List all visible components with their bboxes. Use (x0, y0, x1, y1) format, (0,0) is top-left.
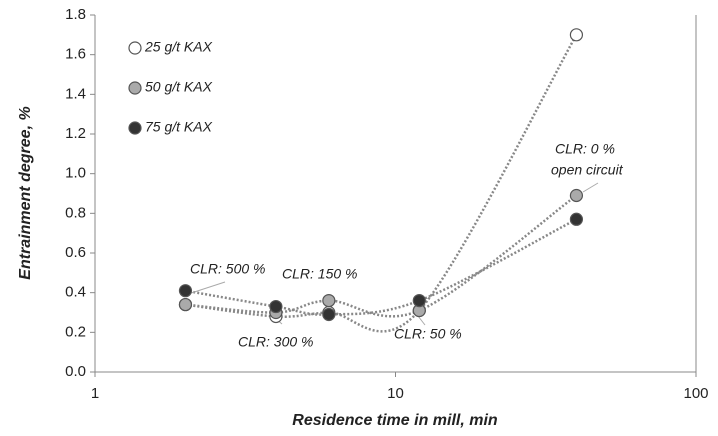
y-tick-label: 0.8 (65, 204, 86, 221)
legend-label: 75 g/t KAX (145, 119, 213, 135)
annotation: CLR: 500 % (190, 261, 265, 277)
data-point (178, 297, 193, 312)
data-point (412, 294, 426, 308)
annotation: CLR: 50 % (394, 326, 462, 342)
data-point (269, 299, 283, 314)
leader-line (417, 315, 426, 326)
legend-label: 25 g/t KAX (144, 39, 213, 55)
data-point (322, 307, 336, 322)
x-axis-title: Residence time in mill, min (292, 412, 498, 429)
legend-marker (128, 121, 142, 135)
leader-line (582, 182, 599, 193)
annotation: open circuit (551, 162, 624, 178)
data-point (569, 212, 584, 226)
y-tick-label: 1.2 (65, 125, 86, 142)
legend-marker (128, 41, 142, 55)
annotation: CLR: 300 % (238, 334, 313, 350)
x-tick-label: 100 (683, 385, 708, 402)
data-point (569, 188, 584, 203)
y-tick-label: 0.0 (65, 363, 86, 380)
data-point (569, 28, 584, 42)
trend-line (185, 218, 577, 316)
y-axis-title: Entrainment degree, % (17, 106, 34, 279)
y-tick-label: 1.8 (65, 6, 86, 23)
data-point (322, 294, 336, 308)
y-tick-label: 1.0 (65, 165, 86, 182)
y-tick-label: 0.6 (65, 244, 86, 261)
y-tick-label: 1.4 (65, 85, 86, 102)
y-tick-label: 1.6 (65, 46, 86, 63)
x-tick-label: 10 (387, 385, 404, 402)
y-tick-label: 0.2 (65, 323, 86, 340)
x-tick-label: 1 (91, 385, 99, 402)
y-tick-label: 0.4 (65, 284, 86, 301)
legend-label: 50 g/t KAX (145, 79, 213, 95)
legend-marker (128, 81, 142, 95)
annotation: CLR: 150 % (282, 266, 357, 282)
data-point (178, 284, 193, 298)
trend-line (185, 194, 578, 318)
trend-line (185, 34, 578, 333)
annotation: CLR: 0 % (555, 141, 615, 157)
